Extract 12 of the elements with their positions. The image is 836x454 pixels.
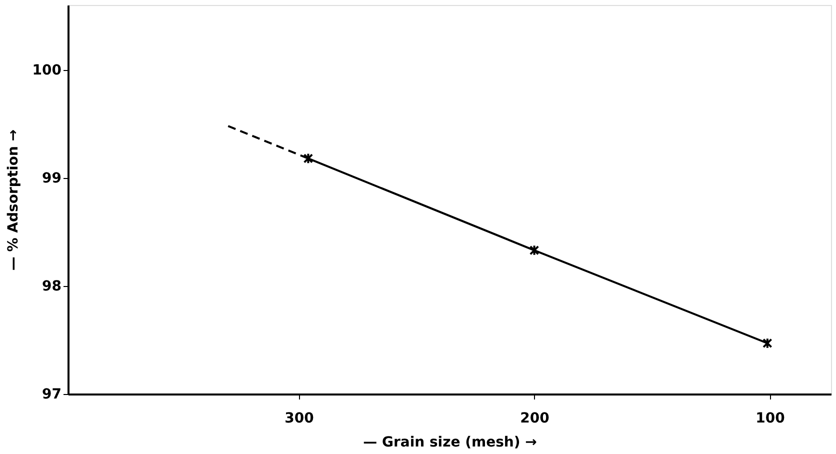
point bbox=[762, 338, 772, 349]
point bbox=[529, 244, 540, 256]
x-axis-title: — Grain size (mesh) → bbox=[363, 434, 538, 450]
y-axis-title: — % Adsorption → bbox=[5, 129, 22, 271]
x-tick-label: 300 bbox=[284, 410, 314, 426]
point bbox=[303, 152, 314, 164]
y-tick-label: 99 bbox=[42, 170, 62, 186]
x-tick-label: 200 bbox=[520, 410, 550, 426]
x-tick-label: 100 bbox=[756, 410, 786, 426]
y-tick-label: 100 bbox=[32, 62, 62, 78]
y-tick-label: 98 bbox=[42, 278, 62, 294]
y-tick-label: 97 bbox=[42, 386, 62, 402]
